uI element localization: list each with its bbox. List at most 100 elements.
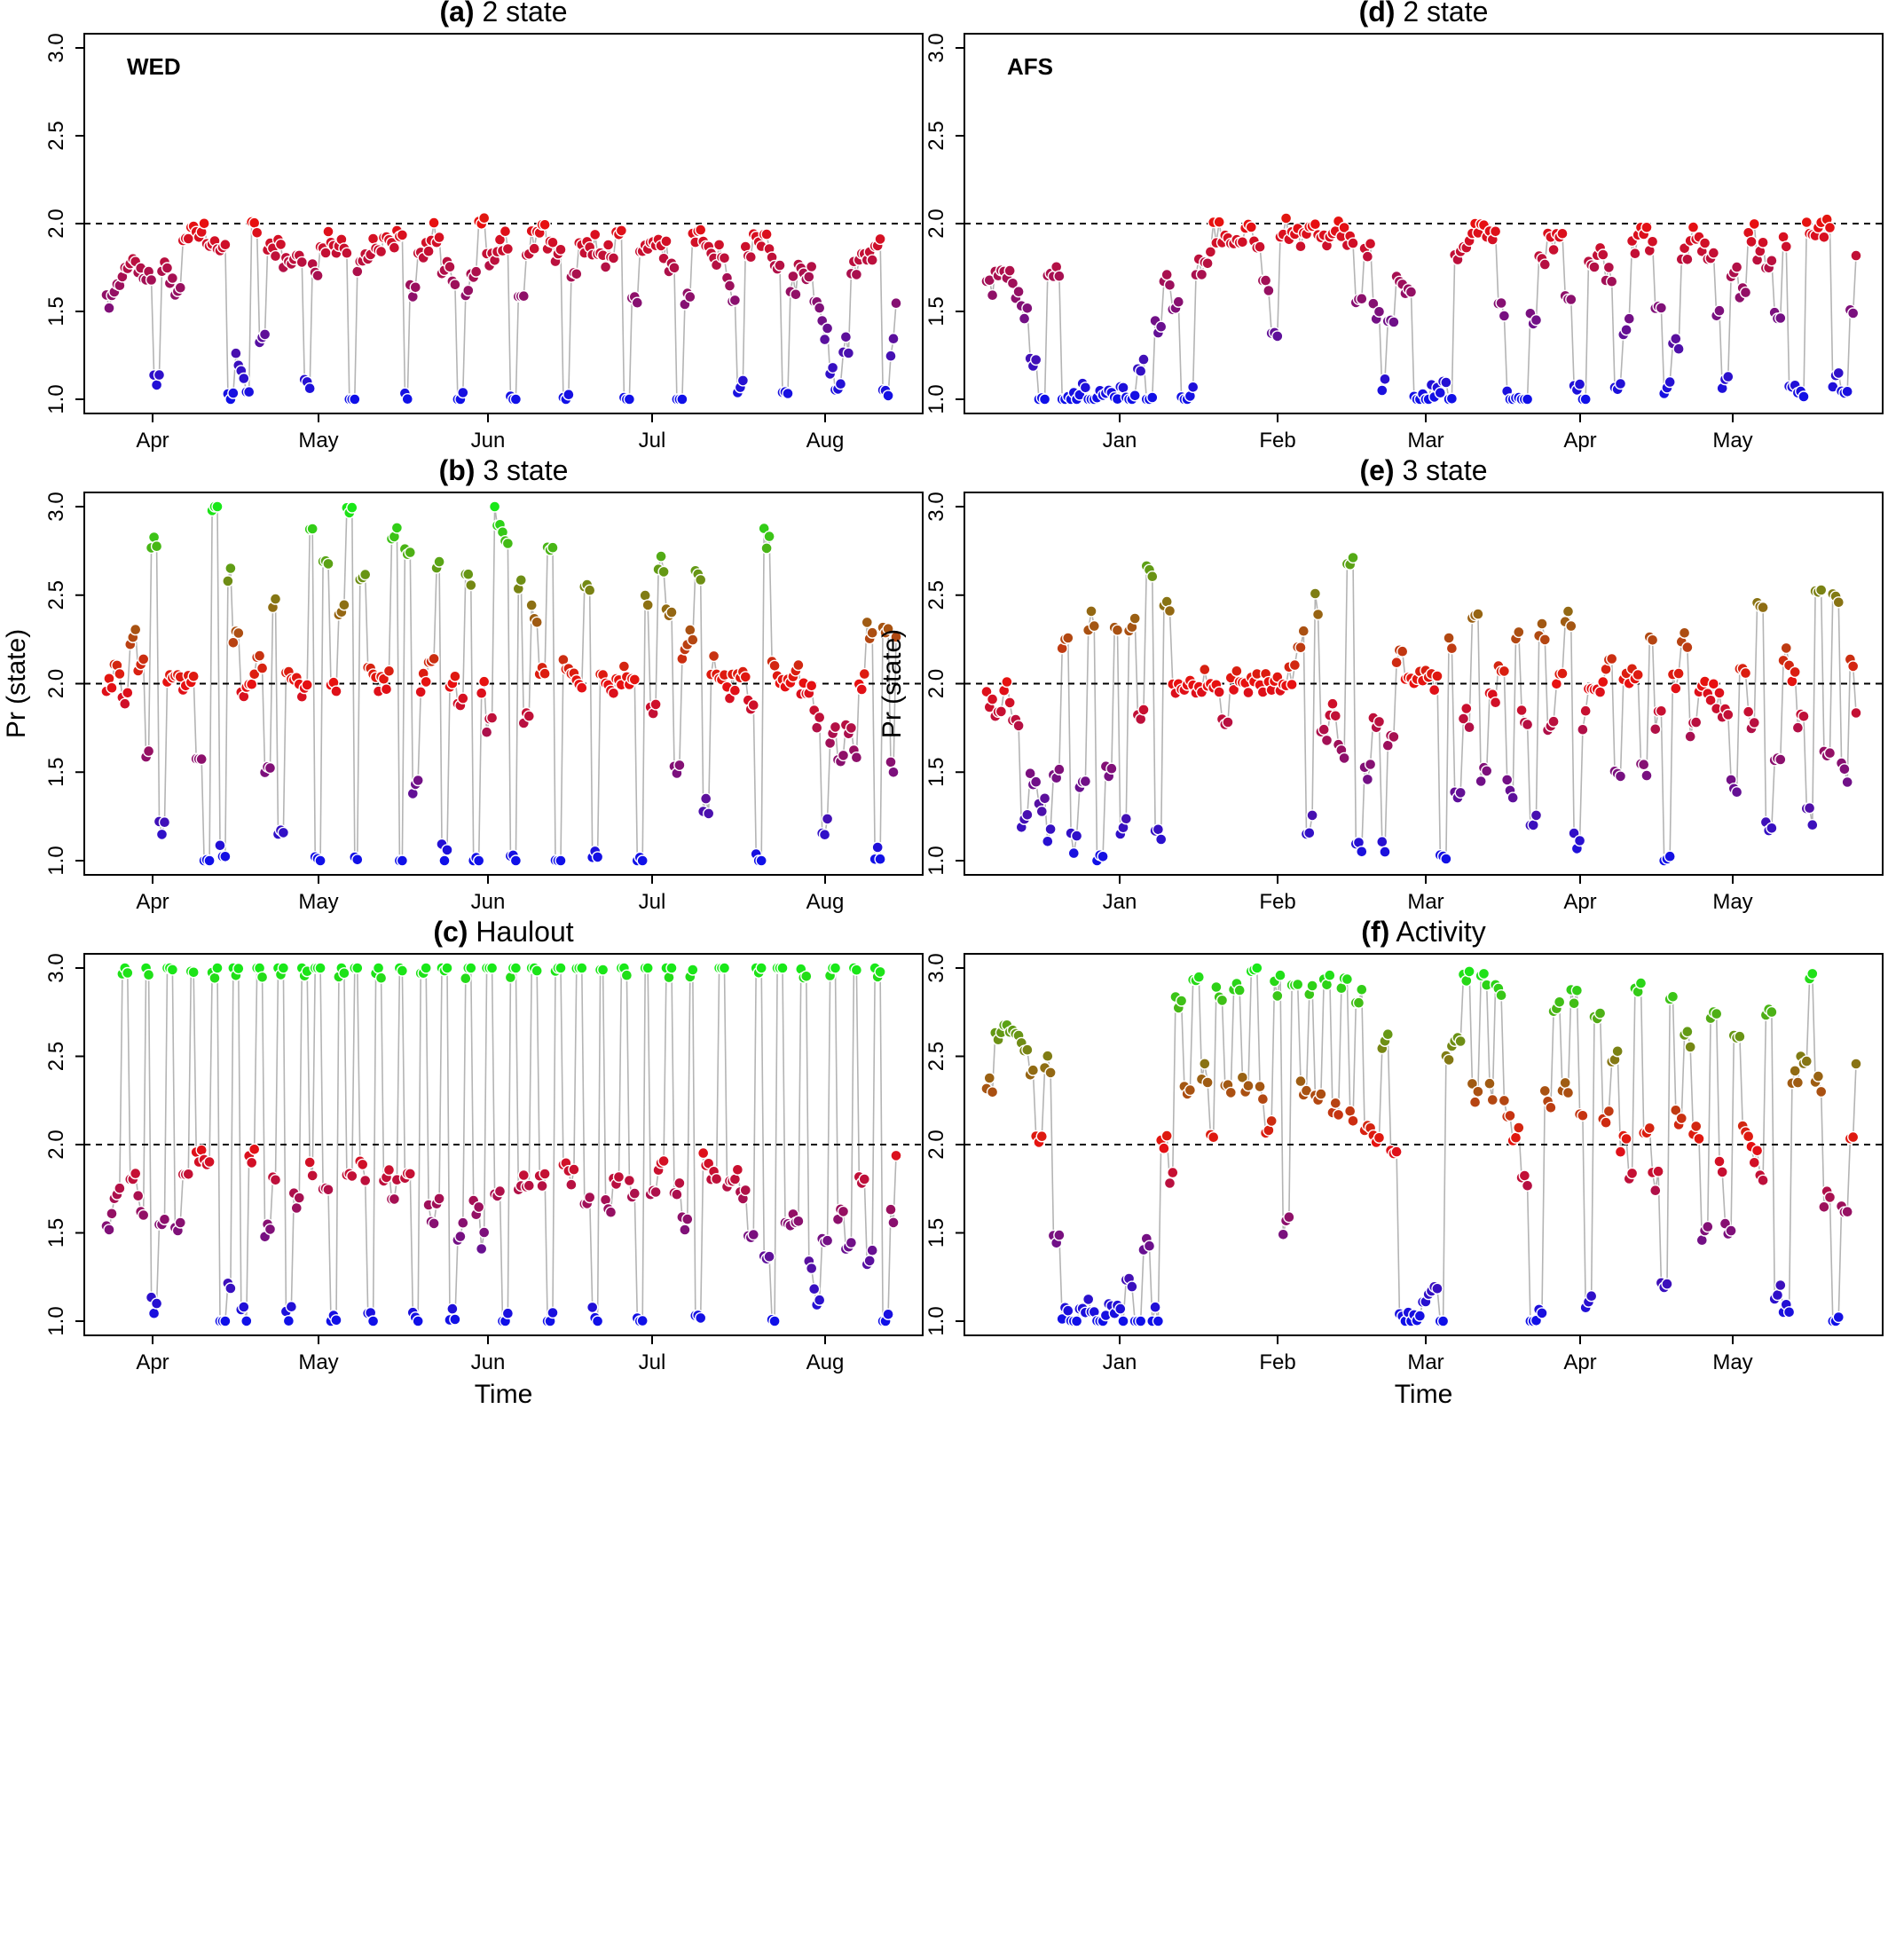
x-tick-label-c: May bbox=[298, 1350, 338, 1374]
data-point bbox=[1640, 769, 1653, 782]
data-point bbox=[1600, 1116, 1612, 1129]
data-point bbox=[232, 962, 245, 975]
data-point bbox=[446, 1303, 459, 1315]
data-point bbox=[850, 268, 863, 281]
x-tick-label-d: May bbox=[1712, 429, 1752, 453]
data-point bbox=[460, 972, 472, 985]
data-point bbox=[462, 284, 475, 297]
data-point bbox=[396, 964, 409, 977]
data-point bbox=[887, 333, 900, 345]
data-point bbox=[1012, 720, 1025, 732]
data-point bbox=[850, 964, 863, 976]
data-point bbox=[1210, 980, 1223, 994]
data-point bbox=[1477, 967, 1491, 980]
data-point bbox=[1675, 1112, 1688, 1125]
data-point bbox=[673, 759, 686, 772]
y-tick-label-f: 3.0 bbox=[924, 953, 948, 982]
data-point bbox=[114, 1182, 126, 1194]
data-point bbox=[501, 242, 515, 256]
data-point bbox=[671, 1188, 683, 1200]
data-point bbox=[1538, 258, 1552, 271]
data-point bbox=[131, 1189, 145, 1202]
data-point bbox=[615, 224, 628, 237]
panel-title-b: (b) 3 state bbox=[439, 454, 569, 486]
data-point bbox=[695, 573, 707, 586]
data-point bbox=[1480, 765, 1493, 777]
data-point bbox=[687, 634, 699, 646]
data-point bbox=[1277, 1228, 1290, 1241]
y-tick-label-d: 1.5 bbox=[924, 296, 948, 326]
data-point bbox=[509, 393, 523, 405]
data-point bbox=[576, 681, 588, 694]
data-point bbox=[1105, 762, 1118, 775]
data-point bbox=[1670, 1104, 1682, 1117]
data-point bbox=[1256, 1092, 1270, 1106]
data-point bbox=[1158, 1142, 1170, 1154]
data-point bbox=[874, 232, 886, 246]
y-tick-label-e: 1.0 bbox=[924, 846, 948, 875]
data-point bbox=[890, 631, 902, 643]
data-point bbox=[1646, 235, 1659, 248]
data-point bbox=[1498, 310, 1511, 322]
data-point bbox=[1263, 284, 1275, 297]
data-point bbox=[161, 262, 174, 274]
data-point bbox=[240, 1315, 253, 1327]
data-point bbox=[1637, 759, 1650, 771]
data-point bbox=[1664, 375, 1676, 389]
data-point bbox=[866, 626, 878, 639]
data-point bbox=[821, 1234, 834, 1247]
data-point bbox=[366, 232, 380, 245]
data-point bbox=[203, 854, 216, 867]
data-point bbox=[476, 687, 488, 699]
data-point bbox=[1472, 1085, 1484, 1098]
data-point bbox=[710, 1172, 723, 1185]
data-point bbox=[256, 662, 269, 674]
data-point bbox=[665, 606, 678, 618]
data-point bbox=[790, 288, 802, 301]
data-point bbox=[596, 964, 610, 976]
data-point bbox=[230, 347, 242, 359]
data-point bbox=[1681, 641, 1694, 654]
data-point bbox=[1413, 1310, 1427, 1322]
data-point bbox=[1553, 996, 1566, 1009]
series-points-b bbox=[100, 500, 902, 867]
data-point bbox=[1614, 1145, 1627, 1158]
data-point bbox=[106, 1208, 118, 1220]
y-tick-label-a: 2.5 bbox=[44, 121, 68, 150]
data-point bbox=[1271, 330, 1284, 342]
data-point bbox=[174, 1216, 187, 1229]
data-point bbox=[1818, 231, 1830, 243]
data-point bbox=[1070, 1315, 1083, 1327]
data-point bbox=[1536, 618, 1548, 630]
data-point bbox=[248, 216, 261, 229]
data-point bbox=[517, 290, 530, 303]
data-point bbox=[1021, 808, 1034, 821]
y-axis-title-b: Pr (state) bbox=[2, 629, 31, 738]
data-point bbox=[1390, 657, 1403, 669]
data-point bbox=[591, 851, 604, 863]
data-point bbox=[1498, 1094, 1511, 1107]
data-point bbox=[1664, 850, 1676, 862]
data-point bbox=[1806, 967, 1819, 980]
data-point bbox=[1172, 295, 1185, 308]
x-tick-label-e: Feb bbox=[1259, 890, 1295, 914]
data-point bbox=[1431, 1282, 1444, 1295]
data-point bbox=[219, 1315, 232, 1327]
data-point bbox=[1832, 1311, 1845, 1324]
data-point bbox=[744, 251, 757, 264]
data-point bbox=[465, 579, 477, 592]
data-point bbox=[1137, 353, 1150, 366]
data-point bbox=[1513, 1122, 1525, 1134]
data-point bbox=[1129, 612, 1141, 625]
data-point bbox=[586, 1301, 599, 1314]
data-point bbox=[1184, 1083, 1197, 1097]
data-point bbox=[1356, 983, 1368, 996]
data-point bbox=[351, 962, 364, 974]
data-point bbox=[1443, 1053, 1455, 1067]
data-point bbox=[536, 1179, 548, 1193]
x-tick-label-c: Apr bbox=[136, 1350, 169, 1374]
data-point bbox=[1146, 571, 1159, 583]
data-point bbox=[1326, 697, 1339, 710]
series-points-a bbox=[100, 211, 902, 405]
data-point bbox=[1163, 1177, 1176, 1190]
